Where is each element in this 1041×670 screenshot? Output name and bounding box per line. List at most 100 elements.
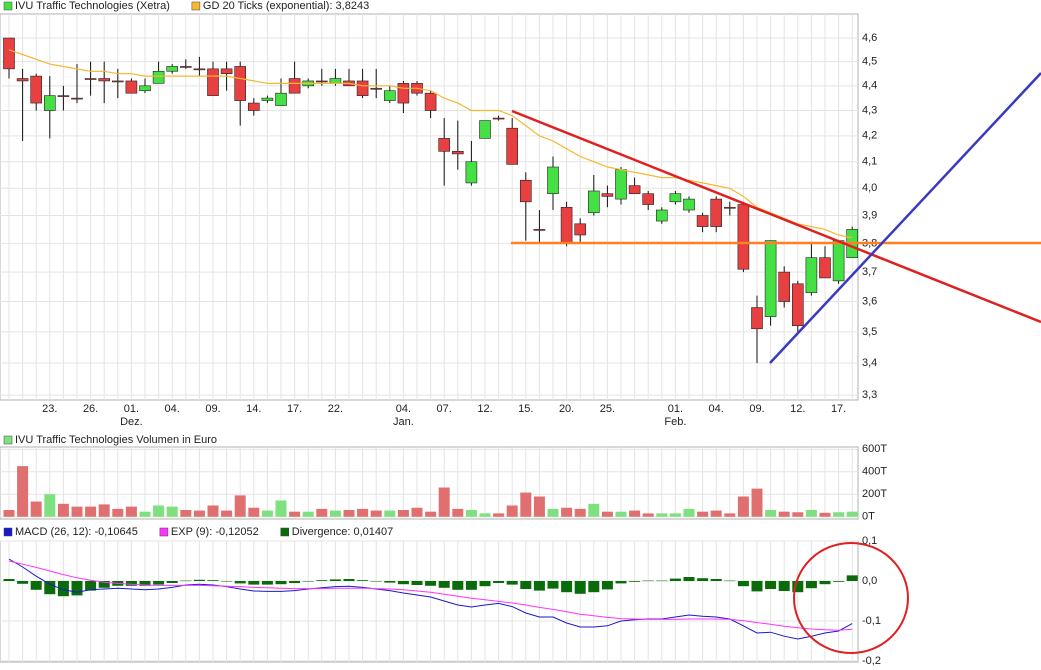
line-series xyxy=(8,560,853,631)
divergence-bar xyxy=(833,581,845,582)
volume-bar xyxy=(153,505,165,517)
volume-bar xyxy=(561,507,573,517)
candle-body xyxy=(275,92,287,106)
y-tick-label: 4,4 xyxy=(862,80,877,92)
divergence-bar xyxy=(547,581,559,589)
volume-bar xyxy=(452,508,464,517)
divergence-bar xyxy=(166,581,178,583)
divergence-bar xyxy=(425,581,437,586)
candle-body xyxy=(397,83,410,104)
legend-swatch xyxy=(191,1,201,11)
volume-bar xyxy=(765,510,777,517)
x-tick-label: 09. xyxy=(749,403,764,415)
candle-body xyxy=(805,257,818,293)
line-series xyxy=(8,49,853,239)
divergence-bar xyxy=(506,581,518,585)
candle-body xyxy=(492,117,505,120)
divergence-bar xyxy=(234,581,246,584)
candle-body xyxy=(424,92,437,111)
volume-bar xyxy=(778,511,790,517)
y-tick-label: -0,2 xyxy=(862,655,881,667)
annotations xyxy=(511,72,1041,654)
y-tick-label: 3,4 xyxy=(862,357,877,369)
support-trendline xyxy=(769,72,1041,364)
candle-body xyxy=(574,223,587,236)
volume-bar xyxy=(3,510,15,517)
divergence-bar xyxy=(275,581,287,585)
divergence-bar xyxy=(71,581,83,596)
volume-bar xyxy=(289,511,301,517)
volume-bar xyxy=(615,511,627,517)
volume-bar xyxy=(601,511,613,517)
x-tick-label: 26. xyxy=(83,403,98,415)
candle-body xyxy=(791,283,804,327)
x-tick-label: 22. xyxy=(328,403,343,415)
y-tick-label: 200T xyxy=(862,488,887,500)
volume-bar xyxy=(85,506,97,517)
candle-body xyxy=(193,68,206,71)
x-tick-label: 12. xyxy=(477,403,492,415)
divergence-bar xyxy=(289,581,301,583)
divergence-bar xyxy=(601,581,613,590)
x-tick-label: 14. xyxy=(246,403,261,415)
volume-bar xyxy=(547,508,559,517)
candle-body xyxy=(3,37,15,70)
volume-bar xyxy=(737,496,749,517)
candle-body xyxy=(615,169,627,200)
volume-bar xyxy=(642,513,654,517)
candle-body xyxy=(248,102,260,111)
volume-bar xyxy=(805,510,817,517)
candle-body xyxy=(356,80,369,96)
divergence-bar xyxy=(57,581,69,597)
candle-body xyxy=(438,138,451,152)
plot-layer: 3,33,43,53,63,73,83,94,04,14,24,34,44,54… xyxy=(0,0,887,667)
volume-bar xyxy=(493,513,505,517)
candle-body xyxy=(16,78,29,82)
volume-bar xyxy=(234,495,246,517)
candle-body xyxy=(288,78,301,94)
divergence-bar xyxy=(615,581,627,584)
candle-body xyxy=(533,229,546,231)
divergence-bar xyxy=(139,581,151,586)
candle-body xyxy=(764,240,777,317)
legend-label: MACD (26, 12): -0,10645 xyxy=(15,526,138,538)
divergence-bar xyxy=(85,581,97,591)
divergence-bar xyxy=(642,580,654,582)
candle-body xyxy=(329,78,342,84)
volume-bar xyxy=(533,496,545,517)
divergence-bar xyxy=(683,577,695,581)
y-tick-label: 3,3 xyxy=(862,389,877,401)
candle-body xyxy=(696,215,709,227)
volume-bar xyxy=(112,508,124,517)
candle-body xyxy=(125,80,138,94)
legend-swatch xyxy=(3,435,13,445)
volume-bar xyxy=(357,508,369,517)
volume-bar xyxy=(751,488,763,517)
volume-bar xyxy=(166,506,178,517)
x-tick-label: 01. xyxy=(124,403,139,415)
divergence-bar xyxy=(656,580,668,582)
candle-body xyxy=(669,193,682,203)
x-tick-label: 01. xyxy=(668,403,683,415)
candle-body xyxy=(778,271,791,302)
candle-body xyxy=(751,307,763,330)
divergence-bar xyxy=(792,581,804,593)
candle-body xyxy=(112,80,124,83)
legend-swatch xyxy=(280,527,289,537)
x-month-label: Jan. xyxy=(393,416,414,428)
volume-bar xyxy=(656,513,668,517)
y-tick-label: 3,9 xyxy=(862,209,877,221)
legend-swatch xyxy=(3,527,13,537)
candle-body xyxy=(683,198,695,211)
candle-body xyxy=(315,80,328,83)
divergence-bar xyxy=(574,581,586,594)
divergence-bar xyxy=(493,581,505,583)
x-tick-label: 15. xyxy=(518,403,533,415)
candle-body xyxy=(519,179,532,203)
candle-body xyxy=(84,78,97,80)
divergence-bar xyxy=(193,579,205,581)
volume-bar xyxy=(683,508,695,517)
volume-bar xyxy=(57,503,69,517)
